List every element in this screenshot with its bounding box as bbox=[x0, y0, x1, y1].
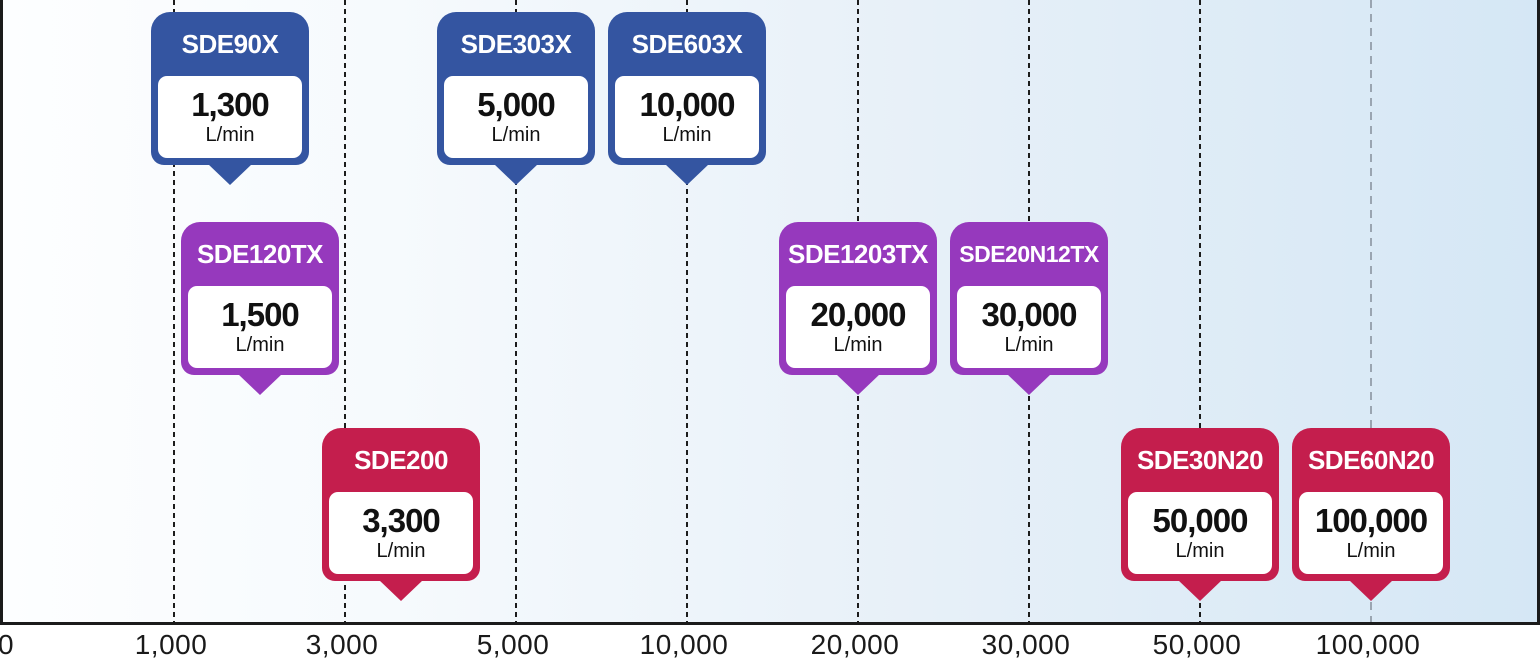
product-flow-value: 20,000 bbox=[810, 296, 907, 334]
product-badge: SDE60N20 100,000 L/min bbox=[1292, 428, 1450, 601]
badge-body: 3,300 L/min bbox=[329, 492, 473, 574]
product-flow-value: 50,000 bbox=[1152, 502, 1249, 540]
badge-pointer-icon bbox=[836, 374, 880, 395]
gridline bbox=[686, 0, 688, 622]
product-flow-unit: L/min bbox=[376, 539, 426, 562]
gridline bbox=[173, 0, 175, 622]
badge-body: 100,000 L/min bbox=[1299, 492, 1443, 574]
axis-tick-label: 30,000 bbox=[981, 629, 1071, 658]
gridline bbox=[1199, 0, 1201, 622]
product-flow-unit: L/min bbox=[205, 123, 255, 146]
gridline bbox=[344, 0, 346, 622]
product-model-label: SDE30N20 bbox=[1136, 444, 1264, 475]
product-model-label: SDE603X bbox=[631, 28, 743, 59]
product-model-label: SDE1203TX bbox=[787, 238, 929, 269]
product-flow-value: 5,000 bbox=[477, 86, 556, 124]
product-flow-unit: L/min bbox=[662, 123, 712, 146]
product-flow-value: 10,000 bbox=[639, 86, 736, 124]
product-badge: SDE200 3,300 L/min bbox=[322, 428, 480, 601]
badge-pointer-icon bbox=[208, 164, 252, 185]
x-axis-labels: 0 1,000 3,000 5,000 10,000 20,000 30,000 50,000… bbox=[0, 629, 1540, 658]
badge-body: 5,000 L/min bbox=[444, 76, 588, 158]
badge-pointer-icon bbox=[1007, 374, 1051, 395]
gridline bbox=[515, 0, 517, 622]
product-flow-unit: L/min bbox=[1175, 539, 1225, 562]
product-model-label: SDE90X bbox=[181, 28, 279, 59]
axis-tick-label: 3,000 bbox=[305, 629, 379, 658]
badge-body: 50,000 L/min bbox=[1128, 492, 1272, 574]
axis-tick-label: 5,000 bbox=[476, 629, 550, 658]
product-flow-value: 1,300 bbox=[191, 86, 270, 124]
product-badge: SDE20N12TX 30,000 L/min bbox=[950, 222, 1108, 395]
product-model-label: SDE60N20 bbox=[1307, 444, 1435, 475]
badge-pointer-icon bbox=[665, 164, 709, 185]
product-flow-value: 100,000 bbox=[1314, 502, 1428, 540]
product-flow-value: 3,300 bbox=[362, 502, 441, 540]
badge-pointer-icon bbox=[238, 374, 282, 395]
badge-pointer-icon bbox=[1178, 580, 1222, 601]
product-badge: SDE90X 1,300 L/min bbox=[151, 12, 309, 185]
plot-area: SDE90X 1,300 L/min SDE303X 5,000 L/min SDE603X… bbox=[0, 0, 1540, 625]
product-flow-unit: L/min bbox=[235, 333, 285, 356]
product-model-label: SDE120TX bbox=[196, 238, 324, 269]
axis-tick-label: 50,000 bbox=[1152, 629, 1242, 658]
badge-body: 10,000 L/min bbox=[615, 76, 759, 158]
axis-tick-label: 20,000 bbox=[810, 629, 900, 658]
badge-body: 1,300 L/min bbox=[158, 76, 302, 158]
product-flow-unit: L/min bbox=[1346, 539, 1396, 562]
product-badge: SDE120TX 1,500 L/min bbox=[181, 222, 339, 395]
badge-body: 1,500 L/min bbox=[188, 286, 332, 368]
product-badge: SDE30N20 50,000 L/min bbox=[1121, 428, 1279, 601]
product-badge: SDE303X 5,000 L/min bbox=[437, 12, 595, 185]
axis-tick-label: 0 bbox=[0, 629, 15, 658]
product-flow-value: 30,000 bbox=[981, 296, 1078, 334]
product-model-label: SDE303X bbox=[460, 28, 572, 59]
product-model-label: SDE20N12TX bbox=[959, 240, 1099, 267]
gridline bbox=[1370, 0, 1372, 622]
product-model-label: SDE200 bbox=[354, 444, 448, 475]
badge-pointer-icon bbox=[379, 580, 423, 601]
product-flow-unit: L/min bbox=[833, 333, 883, 356]
axis-tick-label: 10,000 bbox=[639, 629, 729, 658]
product-flow-value: 1,500 bbox=[221, 296, 300, 334]
product-flow-unit: L/min bbox=[1004, 333, 1054, 356]
product-flow-unit: L/min bbox=[491, 123, 541, 146]
badge-pointer-icon bbox=[494, 164, 538, 185]
badge-body: 20,000 L/min bbox=[786, 286, 930, 368]
badge-body: 30,000 L/min bbox=[957, 286, 1101, 368]
axis-tick-label: 1,000 bbox=[134, 629, 208, 658]
product-badge: SDE603X 10,000 L/min bbox=[608, 12, 766, 185]
axis-tick-label: 100,000 bbox=[1315, 629, 1421, 658]
product-badge: SDE1203TX 20,000 L/min bbox=[779, 222, 937, 395]
badge-pointer-icon bbox=[1349, 580, 1393, 601]
